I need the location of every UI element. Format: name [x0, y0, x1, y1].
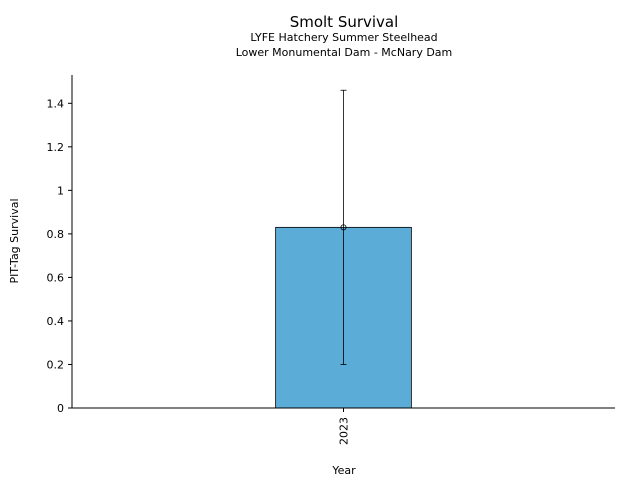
y-axis-ticks: 0 0.2 0.4 0.6 0.8 1 1.2 1.4 [47, 97, 72, 415]
chart-subtitle-1: LYFE Hatchery Summer Steelhead [250, 31, 438, 44]
y-tick-label: 0.4 [47, 315, 65, 328]
y-tick-label: 0.6 [47, 271, 65, 284]
x-axis-ticks: 2023 [338, 408, 351, 445]
y-tick-label: 1.2 [47, 141, 65, 154]
x-tick-label: 2023 [338, 417, 351, 445]
y-tick-label: 0 [57, 402, 64, 415]
x-axis-label: Year [331, 464, 356, 477]
chart-marks [275, 89, 412, 409]
y-tick-label: 0.2 [47, 358, 65, 371]
point-marker [340, 224, 347, 231]
chart-title: Smolt Survival [289, 13, 399, 31]
chart-subtitle-2: Lower Monumental Dam - McNary Dam [235, 46, 453, 59]
y-tick-label: 1.4 [47, 97, 65, 110]
y-tick-label: 0.8 [47, 228, 65, 241]
y-tick-label: 1 [57, 184, 64, 197]
y-axis-label: PIT-Tag Survival [8, 198, 21, 283]
